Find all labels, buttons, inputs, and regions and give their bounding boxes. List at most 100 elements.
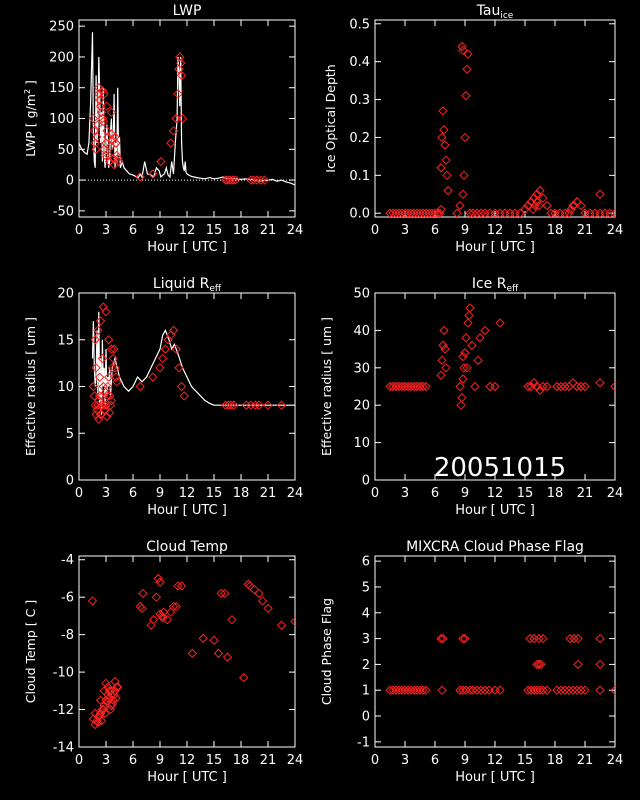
lreff-point — [103, 381, 113, 392]
ireff-point — [495, 318, 505, 328]
ctemp-point — [238, 673, 249, 683]
lwp-point — [99, 144, 109, 154]
ctemp-point — [98, 704, 109, 715]
ireff-point — [523, 381, 533, 392]
ctemp-point — [112, 682, 122, 692]
lreff-xtick-label: 24 — [287, 486, 304, 501]
tau-point — [438, 106, 448, 116]
phase-xtick-label: 6 — [431, 753, 439, 768]
lreff-point — [110, 363, 120, 373]
ctemp-point — [263, 603, 273, 614]
lwp-point — [90, 138, 100, 148]
phase-point — [465, 685, 475, 695]
tau-ytick-label: 0.1 — [349, 169, 370, 184]
phase-point — [538, 685, 548, 695]
lwp-xtick-label: 24 — [287, 223, 304, 238]
lreff-point — [174, 363, 184, 373]
tau-ytick-label: 0.3 — [349, 93, 370, 108]
tau-point — [455, 200, 465, 211]
ctemp-point — [153, 573, 163, 584]
ctemp-point — [103, 693, 114, 704]
tau-point — [566, 204, 576, 215]
lwp-point — [252, 175, 262, 185]
ctemp-xtick-label: 18 — [233, 753, 250, 768]
lreff-point — [157, 353, 168, 364]
lreff-point — [107, 363, 118, 373]
lwp-series-line — [79, 32, 295, 186]
phase-point — [595, 633, 605, 644]
lreff-xlabel: Hour [ UTC ] — [147, 503, 227, 518]
phase-point — [560, 685, 570, 695]
phase-xtick-label: 0 — [371, 753, 379, 768]
phase-xtick-label: 3 — [401, 753, 409, 768]
lreff-point — [99, 400, 109, 410]
ireff-xtick-label: 0 — [371, 486, 379, 501]
ctemp-point — [187, 648, 198, 659]
phase-point — [421, 685, 431, 695]
ctemp-point — [155, 609, 165, 619]
lwp-point — [220, 175, 231, 185]
ctemp-point — [90, 708, 100, 719]
ireff-point — [437, 355, 447, 366]
lreff-xtick-label: 6 — [129, 486, 137, 501]
lwp-ytick-label: 250 — [49, 20, 74, 35]
lwp-ytick-label: 0 — [66, 174, 74, 189]
lwp-ytick-label: 50 — [57, 143, 74, 158]
ireff-xtick-label: 3 — [401, 486, 409, 501]
phase-ytick-label: 1 — [362, 684, 370, 699]
tau-point — [535, 185, 545, 196]
ctemp-point — [103, 682, 113, 692]
phase-point — [534, 659, 544, 670]
lwp-point — [106, 107, 117, 118]
tau-xtick-label: 24 — [607, 223, 624, 238]
lwp-ytick-label: 100 — [49, 112, 74, 127]
tau-point — [538, 193, 548, 203]
lreff-point — [104, 407, 115, 418]
ctemp-ytick-label: -8 — [61, 628, 74, 643]
ireff-point — [542, 381, 552, 392]
ctemp-xtick-label: 9 — [156, 753, 164, 768]
lwp-point — [166, 138, 176, 148]
phase-point — [576, 685, 586, 695]
ctemp-point — [213, 648, 224, 659]
ireff-point — [560, 381, 570, 392]
lwp-xtick-label: 12 — [179, 223, 196, 238]
phase-point — [480, 685, 490, 695]
tau-point — [532, 197, 542, 207]
lreff-point — [104, 391, 115, 401]
phase-point — [556, 685, 566, 695]
tau-point — [569, 200, 579, 211]
tau-point — [457, 41, 467, 52]
lreff-point — [276, 400, 287, 410]
phase-point — [460, 633, 470, 644]
lreff-point — [229, 400, 239, 410]
tau-xtick-label: 6 — [431, 223, 439, 238]
lwp-xtick-label: 6 — [129, 223, 137, 238]
ireff-point — [535, 385, 545, 395]
phase-xtick-label: 9 — [461, 753, 469, 768]
lreff-point — [91, 363, 101, 373]
ctemp-point — [173, 581, 183, 591]
ctemp-ytick-label: -12 — [53, 703, 74, 718]
ctemp-point — [257, 596, 268, 606]
tau-point — [528, 204, 538, 215]
ireff-point — [438, 340, 448, 351]
ctemp-ylabel: Cloud Temp [ C ] — [23, 600, 38, 703]
phase-point — [580, 685, 590, 695]
phase-xtick-label: 24 — [607, 753, 624, 768]
tau-xtick-label: 12 — [487, 223, 504, 238]
lwp-xlabel: Hour [ UTC ] — [147, 240, 227, 255]
ctemp-point — [220, 588, 230, 599]
tau-xtick-label: 15 — [517, 223, 534, 238]
ctemp-point — [276, 620, 287, 630]
lwp-ytick-label: 150 — [49, 81, 74, 96]
ctemp-point — [138, 588, 148, 599]
lwp-point — [98, 116, 109, 127]
ctemp-point — [108, 695, 118, 705]
phase-point — [569, 633, 579, 644]
tau-ytick-label: 0.0 — [349, 207, 370, 222]
phase-ytick-label: 5 — [362, 580, 370, 595]
lreff-point — [246, 400, 256, 410]
